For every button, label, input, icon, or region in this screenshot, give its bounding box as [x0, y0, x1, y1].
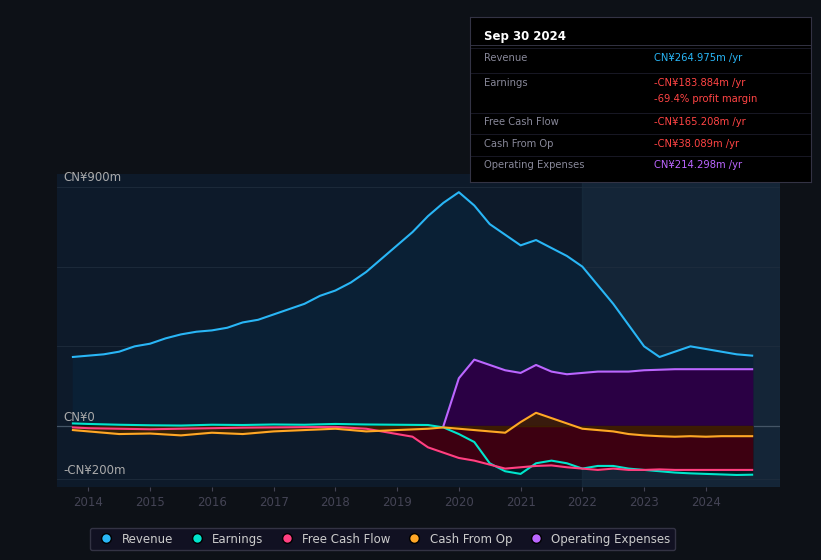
Text: Revenue: Revenue [484, 53, 527, 63]
Text: Operating Expenses: Operating Expenses [484, 160, 585, 170]
Text: CN¥0: CN¥0 [64, 411, 95, 424]
Text: CN¥264.975m /yr: CN¥264.975m /yr [654, 53, 743, 63]
Text: -CN¥165.208m /yr: -CN¥165.208m /yr [654, 118, 746, 128]
Text: CN¥900m: CN¥900m [64, 171, 122, 184]
Text: Cash From Op: Cash From Op [484, 139, 553, 149]
Text: -CN¥38.089m /yr: -CN¥38.089m /yr [654, 139, 740, 149]
Text: -CN¥183.884m /yr: -CN¥183.884m /yr [654, 78, 745, 88]
Text: CN¥214.298m /yr: CN¥214.298m /yr [654, 160, 742, 170]
Bar [582, 174, 780, 487]
Text: Earnings: Earnings [484, 78, 528, 88]
Text: Free Cash Flow: Free Cash Flow [484, 118, 559, 128]
Text: -CN¥200m: -CN¥200m [64, 464, 126, 477]
Text: Sep 30 2024: Sep 30 2024 [484, 30, 566, 43]
Text: -69.4% profit margin: -69.4% profit margin [654, 94, 758, 104]
Legend: Revenue, Earnings, Free Cash Flow, Cash From Op, Operating Expenses: Revenue, Earnings, Free Cash Flow, Cash … [90, 528, 675, 550]
